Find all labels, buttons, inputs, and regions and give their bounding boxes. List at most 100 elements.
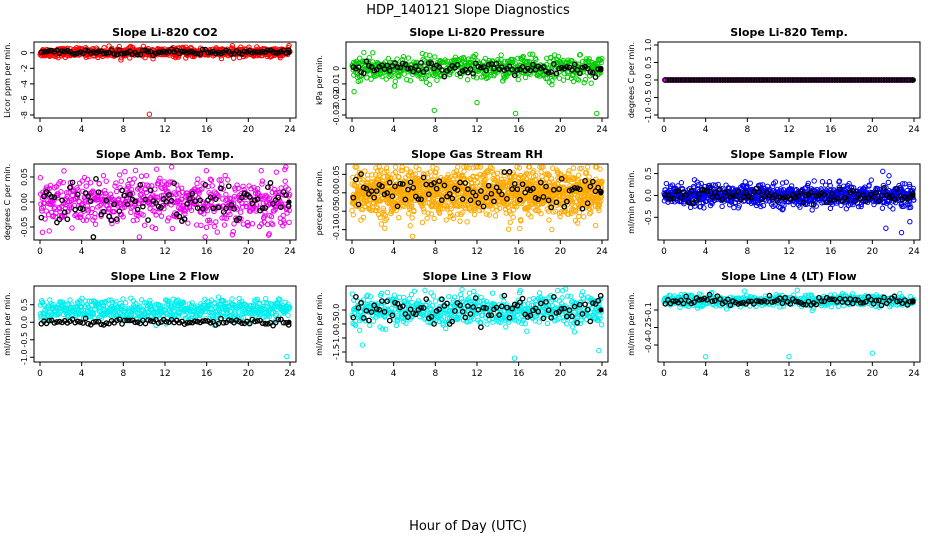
- data-point: [570, 165, 577, 171]
- data-point: [419, 219, 426, 226]
- data-point: [101, 188, 108, 194]
- highlight-point: [179, 48, 185, 55]
- data-point: [349, 207, 355, 214]
- x-tick-label: 16: [201, 125, 213, 135]
- panel-title: Slope Amb. Box Temp.: [96, 148, 234, 161]
- y-tick-label: 0.0: [644, 189, 653, 202]
- y-tick-label: -0.03: [332, 105, 341, 126]
- data-point: [383, 76, 389, 82]
- x-tick-label: 4: [79, 125, 85, 135]
- data-point: [742, 179, 748, 185]
- data-point: [517, 225, 523, 232]
- y-axis-label: degrees C per min.: [627, 42, 636, 118]
- y-tick-label: 0: [332, 66, 341, 71]
- figure-xlabel: Hour of Day (UTC): [409, 519, 527, 534]
- panel-3: Slope Li-820 Temp.degrees C per min.0 4 8 1…: [627, 26, 921, 135]
- data-point: [100, 172, 107, 179]
- highlight-point: [251, 49, 258, 55]
- highlight-point: [548, 204, 555, 211]
- data-point: [185, 220, 191, 226]
- data-point: [141, 222, 148, 228]
- highlight-point: [225, 183, 232, 190]
- data-point: [83, 183, 90, 189]
- series-points: [349, 49, 605, 117]
- highlight-point: [194, 50, 201, 57]
- data-point: [434, 77, 440, 83]
- y-tick-label: 0.00: [332, 184, 341, 202]
- highlight-point: [61, 48, 68, 55]
- x-tick-label: 20: [867, 247, 879, 257]
- highlight-point: [113, 51, 120, 58]
- highlight-point: [241, 48, 248, 55]
- x-tick-label: 8: [120, 247, 126, 257]
- highlight-point: [140, 203, 146, 210]
- data-point: [489, 58, 496, 64]
- outlier-point: [594, 110, 600, 117]
- y-tick-label: 0.0: [644, 74, 653, 87]
- highlight-point: [265, 184, 271, 191]
- data-point: [546, 217, 552, 223]
- x-tick-label: 20: [243, 247, 255, 257]
- data-point: [432, 54, 438, 60]
- data-point: [46, 228, 52, 234]
- data-point: [138, 173, 145, 179]
- data-point: [549, 165, 556, 171]
- data-point: [60, 179, 66, 186]
- highlight-point: [134, 51, 141, 58]
- data-point: [259, 178, 266, 184]
- data-point: [385, 55, 392, 62]
- data-point: [549, 226, 555, 233]
- endpoint-marker: [286, 49, 292, 55]
- data-point: [405, 55, 412, 61]
- y-tick-label: -0.02: [332, 89, 341, 110]
- data-point: [560, 77, 567, 83]
- highlight-point: [236, 50, 243, 56]
- data-point: [413, 164, 419, 170]
- x-tick-label: 16: [513, 125, 525, 135]
- highlight-point: [69, 50, 76, 57]
- y-tick-label: 0.5: [644, 167, 653, 180]
- data-point: [39, 229, 46, 236]
- data-point: [678, 179, 685, 186]
- data-point: [103, 178, 109, 184]
- highlight-point: [59, 48, 65, 54]
- data-point: [214, 229, 220, 235]
- highlight-point: [145, 49, 151, 55]
- data-point: [389, 73, 395, 79]
- data-point: [168, 164, 175, 170]
- data-point: [455, 164, 461, 170]
- y-tick-label: -0.01: [332, 74, 341, 95]
- data-point: [405, 211, 412, 217]
- highlight-point: [43, 48, 50, 55]
- data-point: [194, 180, 200, 187]
- x-tick-label: 4: [391, 247, 397, 257]
- data-point: [208, 177, 215, 183]
- highlight-point: [207, 49, 214, 55]
- data-point: [225, 177, 231, 183]
- data-point: [379, 73, 385, 80]
- y-tick-label: 1.0: [644, 39, 653, 52]
- highlight-point: [218, 50, 224, 57]
- highlight-point: [186, 48, 193, 55]
- data-point: [164, 218, 171, 224]
- x-tick-label: 0: [37, 247, 43, 257]
- outlier-point: [146, 111, 153, 117]
- data-point: [116, 172, 123, 178]
- x-tick-label: 8: [744, 247, 750, 257]
- data-point: [360, 214, 367, 220]
- data-point: [154, 166, 160, 172]
- highlight-point: [145, 217, 151, 223]
- data-point: [122, 168, 128, 175]
- data-point: [391, 83, 398, 89]
- outlier-point: [351, 88, 357, 95]
- data-point: [510, 56, 516, 63]
- data-point: [363, 75, 370, 81]
- data-point: [505, 226, 512, 232]
- data-point: [581, 214, 587, 220]
- data-point: [427, 52, 433, 59]
- x-tick-label: 16: [513, 247, 525, 257]
- data-point: [426, 81, 433, 88]
- data-point: [358, 217, 364, 223]
- endpoint-marker: [910, 77, 916, 83]
- x-tick-label: 4: [79, 247, 85, 257]
